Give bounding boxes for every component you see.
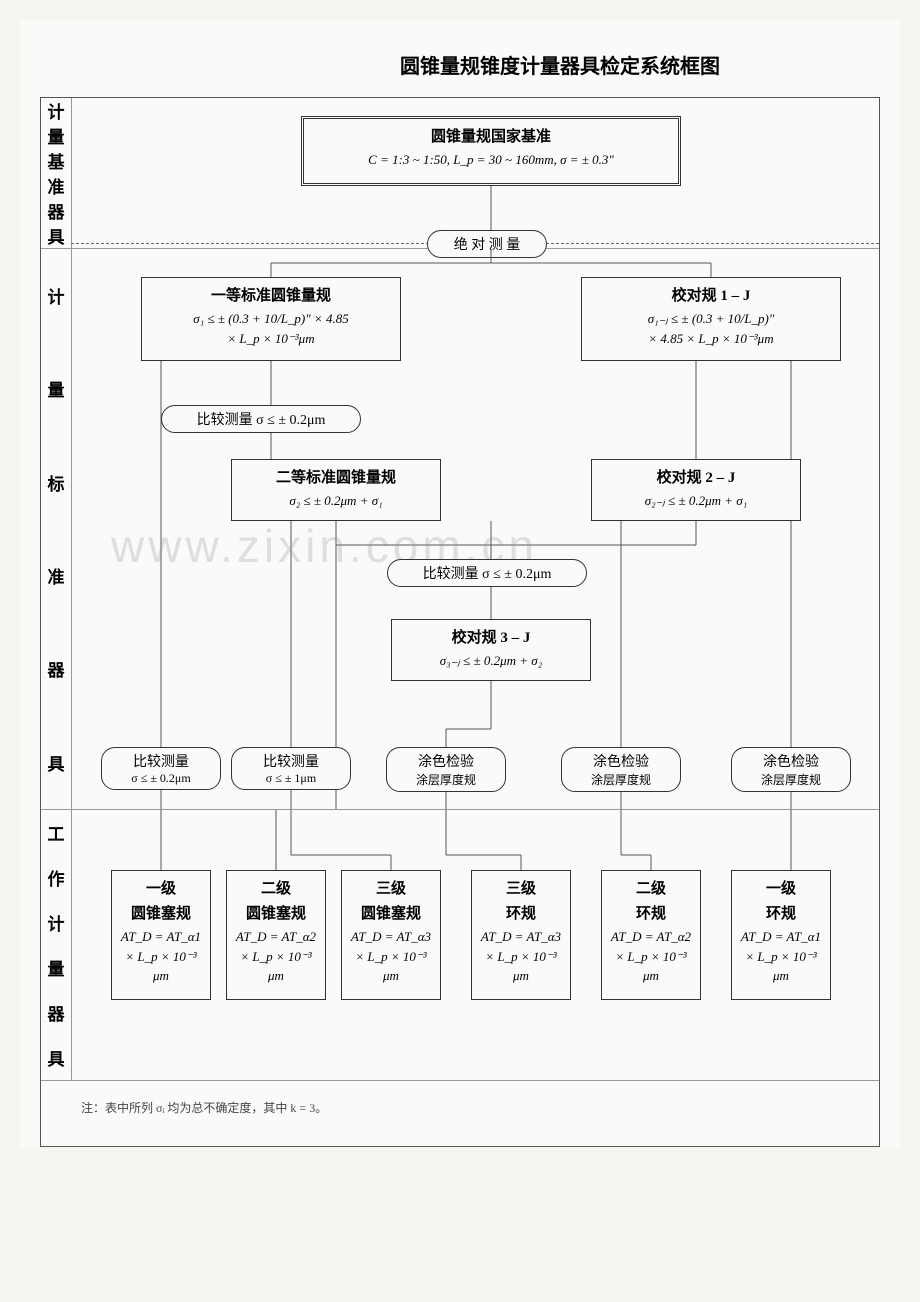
pa-l2: σ ≤ ± 0.2μm — [112, 771, 210, 786]
pd-l1: 涂色检验 — [572, 751, 670, 771]
pb-l2: σ ≤ ± 1μm — [242, 771, 340, 786]
g5-f1: AT_D = AT_α2 — [606, 927, 696, 947]
g4-f1: AT_D = AT_α3 — [476, 927, 566, 947]
pill-compare-a: 比较测量 σ ≤ ± 0.2μm — [101, 747, 221, 790]
std1-title: 一等标准圆锥量规 — [146, 284, 396, 305]
pe-l1: 涂色检验 — [742, 751, 840, 771]
box-cal2: 校对规 2 – J σ₂₋ⱼ ≤ ± 0.2μm + σ₁ — [591, 459, 801, 521]
side-label-basis: 计 量 基 准 器 具 — [41, 98, 72, 248]
cal3-title: 校对规 3 – J — [396, 626, 586, 647]
cal2-f: σ₂₋ⱼ ≤ ± 0.2μm + σ₁ — [596, 491, 796, 511]
pill-coat-e: 涂色检验 涂层厚度规 — [731, 747, 851, 792]
box-gauge-2: 二级 圆锥塞规 AT_D = AT_α2 × L_p × 10⁻³ μm — [226, 870, 326, 1000]
cal2-title: 校对规 2 – J — [596, 466, 796, 487]
g3-f3: μm — [346, 966, 436, 986]
g1-f3: μm — [116, 966, 206, 986]
pc-l1: 涂色检验 — [397, 751, 495, 771]
box-gauge-4: 三级 环规 AT_D = AT_α3 × L_p × 10⁻³ μm — [471, 870, 571, 1000]
g1-f2: × L_p × 10⁻³ — [116, 947, 206, 967]
g2-f2: × L_p × 10⁻³ — [231, 947, 321, 967]
g1-t1: 一级 — [116, 877, 206, 898]
g5-f2: × L_p × 10⁻³ — [606, 947, 696, 967]
side-label-standard: 计 量 标 准 器 具 — [41, 249, 72, 809]
footnote-text: 注：表中所列 σᵢ 均为总不确定度，其中 k = 3。 — [41, 1081, 879, 1146]
box-gauge-5: 二级 环规 AT_D = AT_α2 × L_p × 10⁻³ μm — [601, 870, 701, 1000]
std1-f1: σ₁ ≤ ± (0.3 + 10/L_p)″ × 4.85 — [146, 309, 396, 329]
g2-f3: μm — [231, 966, 321, 986]
g5-f3: μm — [606, 966, 696, 986]
box-gauge-1: 一级 圆锥塞规 AT_D = AT_α1 × L_p × 10⁻³ μm — [111, 870, 211, 1000]
pe-l2: 涂层厚度规 — [742, 771, 840, 788]
cal1-f2: × 4.85 × L_p × 10⁻³μm — [586, 329, 836, 349]
g2-t2: 圆锥塞规 — [231, 902, 321, 923]
g4-f2: × L_p × 10⁻³ — [476, 947, 566, 967]
pill-coat-c: 涂色检验 涂层厚度规 — [386, 747, 506, 792]
outer-frame: 计 量 基 准 器 具 圆锥量规国家基准 C = 1:3 ~ 1:50, L_p… — [40, 97, 880, 1147]
box-gauge-6: 一级 环规 AT_D = AT_α1 × L_p × 10⁻³ μm — [731, 870, 831, 1000]
pill-compare-b: 比较测量 σ ≤ ± 1μm — [231, 747, 351, 790]
pa-l1: 比较测量 — [112, 751, 210, 771]
box-cal1: 校对规 1 – J σ₁₋ⱼ ≤ ± (0.3 + 10/L_p)″ × 4.8… — [581, 277, 841, 361]
g2-f1: AT_D = AT_α2 — [231, 927, 321, 947]
national-formula: C = 1:3 ~ 1:50, L_p = 30 ~ 160mm, σ = ± … — [308, 150, 674, 170]
g3-f2: × L_p × 10⁻³ — [346, 947, 436, 967]
cal3-f: σ₃₋ⱼ ≤ ± 0.2μm + σ₂ — [396, 651, 586, 671]
pill-coat-d: 涂色检验 涂层厚度规 — [561, 747, 681, 792]
section-working: 工 作 计 量 器 具 — [41, 810, 879, 1081]
pc-l2: 涂层厚度规 — [397, 771, 495, 788]
g3-f1: AT_D = AT_α3 — [346, 927, 436, 947]
g4-t2: 环规 — [476, 902, 566, 923]
g6-t1: 一级 — [736, 877, 826, 898]
page: 圆锥量规锥度计量器具检定系统框图 计 量 基 准 器 具 圆锥量规国家基准 C … — [20, 20, 900, 1147]
std2-f: σ₂ ≤ ± 0.2μm + σ₁ — [236, 491, 436, 511]
g2-t1: 二级 — [231, 877, 321, 898]
pd-l2: 涂层厚度规 — [572, 771, 670, 788]
g1-t2: 圆锥塞规 — [116, 902, 206, 923]
std2-title: 二等标准圆锥量规 — [236, 466, 436, 487]
g6-f3: μm — [736, 966, 826, 986]
g3-t2: 圆锥塞规 — [346, 902, 436, 923]
side-label-working: 工 作 计 量 器 具 — [41, 810, 72, 1080]
g5-t1: 二级 — [606, 877, 696, 898]
g1-f1: AT_D = AT_α1 — [116, 927, 206, 947]
pill-compare-1: 比较测量 σ ≤ ± 0.2μm — [161, 405, 361, 433]
g6-f2: × L_p × 10⁻³ — [736, 947, 826, 967]
g3-t1: 三级 — [346, 877, 436, 898]
pill-compare-2: 比较测量 σ ≤ ± 0.2μm — [387, 559, 587, 587]
national-title: 圆锥量规国家基准 — [308, 125, 674, 146]
box-national-standard: 圆锥量规国家基准 C = 1:3 ~ 1:50, L_p = 30 ~ 160m… — [301, 116, 681, 186]
box-gauge-3: 三级 圆锥塞规 AT_D = AT_α3 × L_p × 10⁻³ μm — [341, 870, 441, 1000]
g5-t2: 环规 — [606, 902, 696, 923]
g6-f1: AT_D = AT_α1 — [736, 927, 826, 947]
box-std1: 一等标准圆锥量规 σ₁ ≤ ± (0.3 + 10/L_p)″ × 4.85 ×… — [141, 277, 401, 361]
section-footnote: 注：表中所列 σᵢ 均为总不确定度，其中 k = 3。 — [41, 1081, 879, 1146]
box-std2: 二等标准圆锥量规 σ₂ ≤ ± 0.2μm + σ₁ — [231, 459, 441, 521]
std1-f2: × L_p × 10⁻³μm — [146, 329, 396, 349]
section-basis: 计 量 基 准 器 具 圆锥量规国家基准 C = 1:3 ~ 1:50, L_p… — [41, 98, 879, 249]
g6-t2: 环规 — [736, 902, 826, 923]
g4-t1: 三级 — [476, 877, 566, 898]
cal1-title: 校对规 1 – J — [586, 284, 836, 305]
box-cal3: 校对规 3 – J σ₃₋ⱼ ≤ ± 0.2μm + σ₂ — [391, 619, 591, 681]
cal1-f1: σ₁₋ⱼ ≤ ± (0.3 + 10/L_p)″ — [586, 309, 836, 329]
section-standard: 计 量 标 准 器 具 — [41, 249, 879, 810]
pb-l1: 比较测量 — [242, 751, 340, 771]
page-title: 圆锥量规锥度计量器具检定系统框图 — [20, 20, 900, 97]
g4-f3: μm — [476, 966, 566, 986]
